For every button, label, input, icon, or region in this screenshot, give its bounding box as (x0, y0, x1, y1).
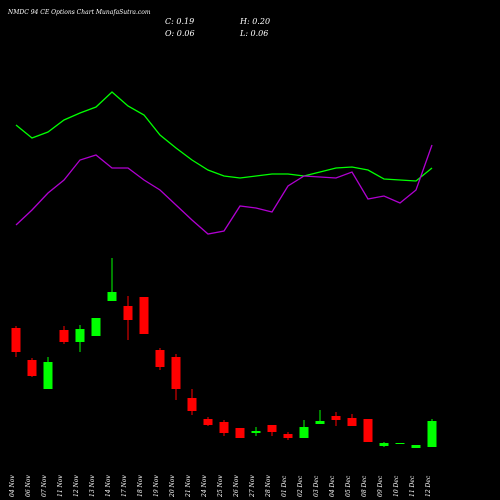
x-tick-label: 08 Dec (361, 475, 368, 497)
x-tick-label: 21 Nov (185, 475, 192, 498)
candle-body (43, 362, 53, 389)
x-tick-label: 25 Nov (217, 475, 224, 498)
x-tick-label: 18 Nov (137, 475, 144, 497)
candle-body (107, 292, 117, 301)
candle-body (283, 434, 293, 438)
x-tick-label: 27 Nov (249, 475, 256, 498)
candle-body (395, 443, 405, 444)
candle-body (11, 328, 21, 352)
candle-body (27, 360, 37, 376)
candle-body (91, 318, 101, 336)
open-label: O: 0.06 (165, 29, 195, 38)
x-tick-label: 12 Nov (73, 475, 80, 497)
candle-body (187, 398, 197, 411)
candle-body (139, 297, 149, 334)
x-tick-label: 14 Nov (105, 475, 112, 497)
x-tick-label: 04 Nov (9, 475, 16, 497)
high-label: H: 0.20 (239, 17, 270, 26)
candle-body (75, 329, 85, 342)
x-tick-label: 03 Dec (313, 475, 320, 497)
candle-body (155, 350, 165, 367)
x-tick-label: 02 Dec (297, 475, 304, 497)
x-tick-label: 19 Nov (153, 475, 160, 497)
chart-title: NMDC 94 CE Options Chart MunafaSutra.com (7, 9, 151, 16)
x-tick-label: 09 Dec (377, 475, 384, 497)
candle-body (235, 428, 245, 438)
candle-body (299, 427, 309, 438)
candle-body (315, 421, 325, 424)
x-tick-label: 26 Nov (233, 475, 240, 498)
candle-body (203, 419, 213, 425)
low-label: L: 0.06 (239, 29, 268, 38)
candle-body (331, 416, 341, 420)
x-tick-label: 11 Dec (409, 475, 416, 497)
x-tick-label: 05 Dec (345, 475, 352, 497)
x-tick-label: 04 Dec (329, 475, 336, 497)
x-tick-label: 17 Nov (121, 475, 128, 497)
indicator-line (15, 91, 433, 182)
candle-body (123, 306, 133, 320)
candle-body (267, 425, 277, 432)
candle-body (59, 330, 69, 342)
candle-body (347, 418, 357, 426)
candle-body (427, 421, 437, 447)
x-tick-label: 07 Nov (41, 475, 48, 497)
x-tick-label: 01 Dec (281, 475, 288, 497)
x-tick-label: 24 Nov (201, 475, 208, 498)
candle-body (219, 422, 229, 433)
x-tick-label: 13 Nov (89, 475, 96, 497)
candle-body (251, 431, 261, 433)
indicator-line (15, 144, 433, 235)
candle-body (379, 443, 389, 446)
x-tick-label: 11 Nov (57, 475, 64, 497)
x-tick-label: 12 Dec (425, 475, 432, 497)
close-label: C: 0.19 (165, 17, 194, 26)
x-tick-label: 28 Nov (265, 475, 272, 498)
x-tick-label: 06 Nov (25, 475, 32, 497)
candle-body (411, 445, 421, 448)
x-tick-label: 20 Nov (169, 475, 176, 498)
candle-body (363, 419, 373, 442)
x-tick-label: 10 Dec (393, 475, 400, 497)
candle-body (171, 357, 181, 389)
